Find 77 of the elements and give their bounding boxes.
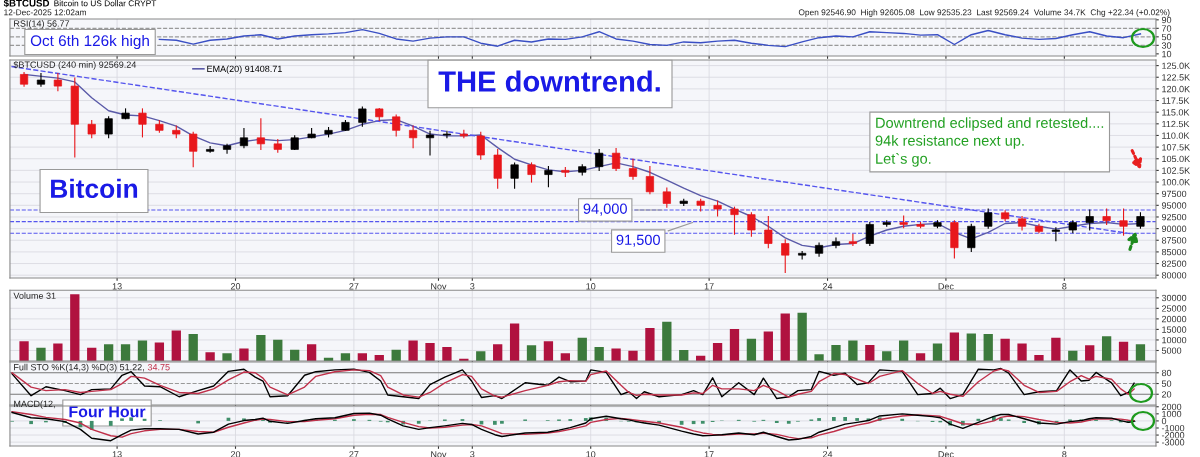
- y-tick-label: 122.5K: [1162, 74, 1191, 81]
- y-tick-label: 82500: [1161, 260, 1187, 267]
- chart-title: $BTCUSD: [3, 0, 50, 8]
- x-tick-label: 24: [822, 283, 833, 290]
- y-tick-label: 30: [1161, 42, 1172, 49]
- y-tick-label: 25000: [1161, 305, 1187, 312]
- y-tick-label: 70: [1161, 25, 1172, 32]
- x-tick-label: Nov: [431, 283, 447, 290]
- y-tick-label: 90: [1161, 16, 1172, 24]
- text: Open 92546.90 High 92605.08 Low 92535.23 Last 92569.24 Volume 34.7K Chg +22.34 (+0.02%): [798, 9, 1170, 17]
- x-tick-label: 17: [704, 451, 714, 457]
- y-tick-label: 10: [1162, 50, 1172, 58]
- x-tick-label: 13: [112, 283, 122, 290]
- ref-line-label: 91,500: [616, 234, 660, 247]
- y-tick-label: 1000: [1162, 410, 1182, 418]
- y-tick-label: 87500: [1161, 237, 1187, 244]
- y-tick-label: 2000: [1161, 403, 1182, 411]
- y-tick-label: 30000: [1161, 294, 1187, 302]
- y-tick-label: 100.0K: [1162, 179, 1191, 186]
- annotation: THE downtrend.: [438, 70, 660, 92]
- annotation: MACD(12,: [14, 400, 55, 409]
- y-tick-label: 102.5K: [1162, 167, 1191, 174]
- x-tick-label: 8: [1062, 451, 1067, 457]
- annotation: $BTCUSD (240 min) 92569.24: [13, 61, 137, 70]
- y-tick-label: 0: [1161, 417, 1167, 425]
- y-tick-label: 50: [1161, 380, 1172, 387]
- x-tick-label: 20: [230, 451, 241, 457]
- y-tick-label: 85000: [1161, 248, 1187, 256]
- y-tick-label: 90000: [1161, 225, 1187, 232]
- y-tick-label: 105.0K: [1162, 155, 1191, 163]
- y-tick-label: 5000: [1161, 347, 1182, 354]
- x-tick-label: 10: [586, 283, 596, 290]
- y-tick-label: 50: [1161, 33, 1172, 41]
- annotation: Oct 6th 126k high: [30, 34, 149, 50]
- text: 12-Dec-2025 12:02am: [4, 9, 86, 16]
- x-tick-label: 17: [704, 283, 714, 290]
- y-tick-label: 117.5K: [1162, 97, 1190, 104]
- y-tick-label: 120.0K: [1162, 85, 1191, 93]
- x-tick-label: 20: [230, 283, 241, 290]
- y-tick-label: 92500: [1161, 213, 1187, 221]
- x-tick-label: 10: [586, 451, 596, 457]
- y-tick-label: 115.0K: [1162, 109, 1190, 116]
- y-tick-label: 112.5K: [1162, 120, 1190, 128]
- annotation: Four Hour: [69, 406, 146, 418]
- x-tick-label: 3: [470, 451, 475, 457]
- legend-label: EMA(20) 91408.71: [207, 65, 282, 74]
- annotation: 34.75: [147, 363, 170, 371]
- x-tick-label: 27: [349, 283, 359, 290]
- annotation: Full STO %K(14,3) %D(3) 51.22,: [14, 363, 144, 373]
- y-tick-label: 20000: [1161, 315, 1187, 323]
- x-tick-label: Nov: [431, 451, 447, 457]
- x-tick-label: 13: [112, 451, 122, 457]
- y-tick-label: 107.5K: [1162, 144, 1191, 151]
- y-tick-label: 97500: [1161, 190, 1187, 198]
- x-tick-label: 3: [470, 283, 475, 290]
- y-tick-label: -1000: [1161, 424, 1185, 432]
- y-tick-label: 10000: [1162, 336, 1187, 344]
- y-tick-label: -2000: [1161, 432, 1185, 439]
- y-tick-label: 80000: [1161, 272, 1187, 279]
- x-tick-label: 24: [822, 451, 833, 457]
- y-tick-label: 15000: [1162, 326, 1187, 333]
- chart-subtitle: Bitcoin to US Dollar CRYPT: [54, 0, 157, 7]
- y-tick-label: 20: [1161, 391, 1172, 398]
- y-tick-label: 95000: [1161, 202, 1187, 209]
- x-tick-label: Dec: [938, 451, 954, 457]
- x-tick-label: Dec: [938, 283, 954, 290]
- y-tick-label: 125.0K: [1162, 62, 1191, 69]
- annotation: RSI(14) 56.77: [14, 20, 70, 29]
- annotation: Volume 31: [13, 292, 56, 299]
- y-tick-label: 80: [1161, 369, 1172, 377]
- annotation: Downtrend eclipsed and retested.... 94k resistance next up. Let`s go.: [875, 117, 1104, 167]
- y-tick-label: -3000: [1161, 439, 1185, 446]
- x-tick-label: 8: [1062, 283, 1067, 290]
- ref-line-label: 94,000: [583, 203, 627, 216]
- x-tick-label: 27: [349, 451, 359, 457]
- y-tick-label: 110.0K: [1162, 132, 1190, 139]
- annotation: Bitcoin: [51, 178, 138, 199]
